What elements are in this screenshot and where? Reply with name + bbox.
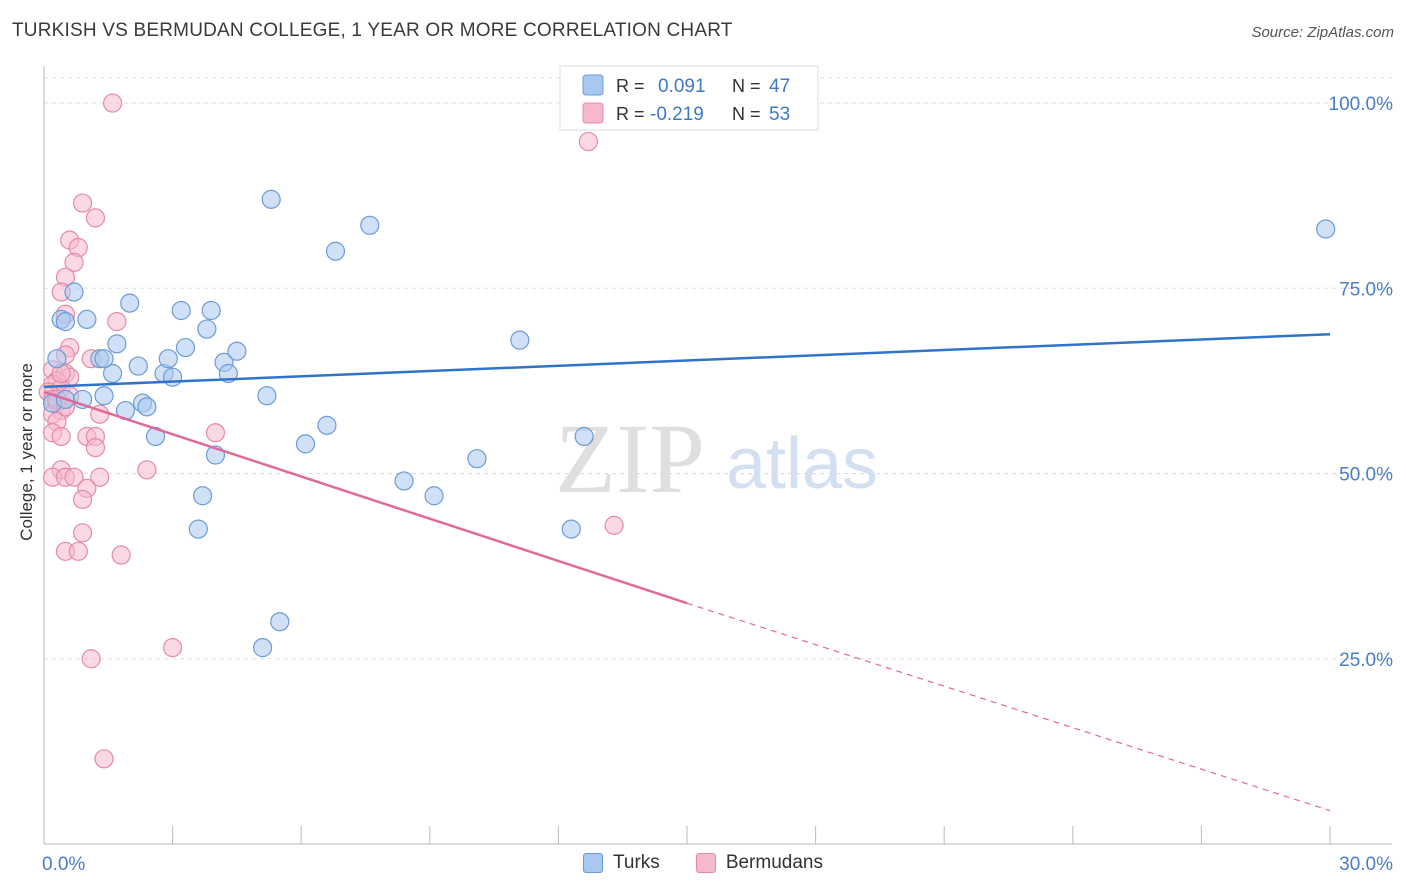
legend-n-value-turks: 47 bbox=[769, 76, 790, 97]
turks-point bbox=[561, 519, 581, 539]
axis-ticks: 25.0% 50.0% 75.0% 100.0% 0.0% 30.0% bbox=[42, 94, 1393, 875]
turks-point bbox=[158, 349, 178, 369]
turks-point bbox=[120, 293, 140, 313]
bermudans-point bbox=[102, 93, 123, 113]
legend-item-bermudans: Bermudans bbox=[695, 852, 823, 874]
turks-point bbox=[64, 282, 84, 302]
legend-n-label-turks: N = bbox=[732, 76, 761, 96]
bermudans-point bbox=[64, 252, 84, 272]
turks-point bbox=[188, 519, 208, 539]
turks-point bbox=[107, 334, 127, 354]
legend-r-value-turks: 0.091 bbox=[658, 76, 706, 97]
bermudans-point bbox=[137, 460, 157, 480]
legend-item-turks: Turks bbox=[583, 852, 660, 874]
turks-point bbox=[197, 319, 217, 339]
legend-r-label-turks: R = bbox=[616, 76, 645, 96]
grid-lines bbox=[44, 77, 1392, 660]
turks-point bbox=[128, 356, 148, 376]
y-axis-label: College, 1 year or more bbox=[17, 363, 36, 541]
watermark-atlas: atlas bbox=[726, 424, 878, 504]
turks-point bbox=[574, 426, 594, 447]
turks-point bbox=[77, 309, 97, 330]
legend-n-value-bermudans: 53 bbox=[769, 104, 790, 125]
y-tick-label: 25.0% bbox=[1339, 650, 1393, 671]
chart-title: TURKISH VS BERMUDAN COLLEGE, 1 YEAR OR M… bbox=[12, 20, 733, 41]
turks-point bbox=[325, 241, 346, 261]
turks-point bbox=[47, 349, 67, 369]
bermudans-point bbox=[51, 426, 71, 447]
turks-point bbox=[137, 397, 157, 417]
axes bbox=[43, 66, 1392, 845]
y-tick-label: 50.0% bbox=[1339, 465, 1393, 486]
turks-point bbox=[317, 415, 337, 435]
series-legend: Turks Bermudans bbox=[0, 852, 1406, 874]
x-tick-label: 30.0% bbox=[1339, 854, 1393, 875]
y-tick-label: 75.0% bbox=[1339, 279, 1393, 300]
legend-swatch-bermudans-bottom bbox=[695, 853, 716, 873]
turks-point bbox=[193, 486, 213, 506]
turks-point bbox=[295, 434, 316, 454]
legend-r-label-bermudans: R = bbox=[616, 104, 645, 124]
turks-point bbox=[270, 612, 290, 632]
watermark-zip: ZIP bbox=[555, 403, 705, 514]
legend-r-value-bermudans: -0.219 bbox=[650, 104, 704, 125]
turks-trend-line bbox=[43, 332, 1331, 389]
x-tick-label: 0.0% bbox=[42, 854, 85, 875]
turks-point bbox=[175, 337, 196, 358]
turks-point bbox=[201, 300, 221, 321]
bermudans-point bbox=[81, 649, 101, 669]
stats-legend: R = 0.091 N = 47 R = -0.219 N = 53 bbox=[559, 65, 819, 131]
turks-point bbox=[94, 349, 114, 369]
bermudans-point bbox=[85, 437, 106, 458]
turks-point bbox=[394, 471, 414, 491]
bermudans-point bbox=[90, 467, 110, 487]
bermudans-point bbox=[72, 193, 93, 213]
bermudans-point bbox=[578, 131, 599, 152]
bermudans-point bbox=[111, 545, 131, 565]
bermudans-point bbox=[94, 749, 114, 769]
turks-points bbox=[42, 189, 1336, 658]
turks-point bbox=[55, 312, 76, 332]
bermudans-point bbox=[72, 523, 93, 543]
bermudans-trend-line bbox=[43, 390, 688, 605]
bermudans-point bbox=[107, 312, 127, 332]
turks-point bbox=[227, 341, 247, 361]
legend-n-label-bermudans: N = bbox=[732, 104, 761, 124]
turks-point bbox=[1316, 219, 1336, 239]
legend-swatch-turks bbox=[582, 74, 604, 96]
trend-lines bbox=[43, 332, 1331, 812]
bermudans-point bbox=[64, 467, 84, 487]
legend-label-turks: Turks bbox=[613, 852, 660, 873]
bermudans-point bbox=[205, 423, 226, 443]
bermudans-point bbox=[163, 638, 183, 658]
turks-point bbox=[253, 638, 273, 658]
bermudans-point bbox=[604, 515, 624, 535]
turks-point bbox=[360, 215, 380, 235]
turks-point bbox=[94, 386, 114, 406]
legend-label-bermudans: Bermudans bbox=[725, 852, 823, 873]
bermudans-point bbox=[72, 489, 93, 510]
bermudans-point bbox=[68, 541, 88, 561]
turks-point bbox=[171, 300, 191, 321]
legend-swatch-bermudans bbox=[582, 102, 604, 124]
turks-point bbox=[424, 486, 444, 506]
turks-point bbox=[261, 189, 281, 209]
turks-point bbox=[467, 449, 487, 469]
legend-swatch-turks-bottom bbox=[583, 853, 604, 873]
turks-point bbox=[510, 330, 530, 350]
watermark: ZIP atlas bbox=[555, 403, 878, 514]
source-credit: Source: ZipAtlas.com bbox=[1251, 24, 1394, 41]
bermudans-trend-extension bbox=[686, 602, 1331, 812]
turks-point bbox=[257, 386, 277, 406]
bermudans-point bbox=[85, 208, 106, 228]
y-tick-label: 100.0% bbox=[1329, 94, 1394, 115]
turks-point bbox=[102, 363, 123, 384]
turks-point bbox=[163, 367, 183, 387]
